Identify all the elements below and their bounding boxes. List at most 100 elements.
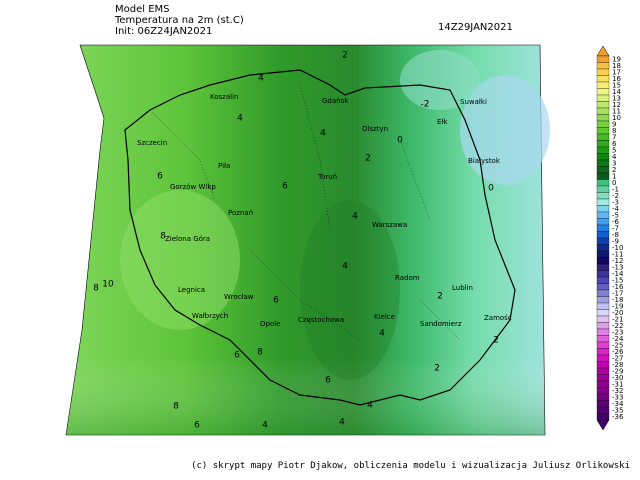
colorbar-swatch bbox=[596, 205, 610, 213]
contour-label: 2 bbox=[437, 292, 443, 302]
contour-label: 4 bbox=[262, 421, 268, 431]
colorbar-tick-label: -36 bbox=[612, 413, 624, 421]
colorbar-tick-label: -34 bbox=[612, 400, 624, 408]
colorbar-tick-label: -32 bbox=[612, 387, 623, 395]
colorbar-swatch bbox=[596, 413, 610, 421]
city-label: Wrocław bbox=[224, 293, 254, 301]
contour-label: 4 bbox=[320, 129, 326, 139]
colorbar-tick-label: 14 bbox=[612, 88, 621, 96]
colorbar-swatch bbox=[596, 55, 610, 63]
colorbar-tick-label: 10 bbox=[612, 114, 621, 122]
warm-area bbox=[120, 190, 240, 330]
colorbar-tick-label: 9 bbox=[612, 120, 616, 128]
dark-area bbox=[300, 200, 400, 380]
city-label: Częstochowa bbox=[298, 316, 344, 324]
map-shade bbox=[66, 45, 545, 435]
colorbar-tick-label: -29 bbox=[612, 367, 623, 375]
colorbar-tick-label: -4 bbox=[612, 205, 620, 213]
colorbar-swatch bbox=[596, 361, 610, 369]
colorbar-tick-label: -27 bbox=[612, 354, 623, 362]
colorbar-tick-label: 1 bbox=[612, 172, 616, 180]
cool-area bbox=[400, 50, 480, 110]
colorbar-tick-label: 3 bbox=[612, 159, 616, 167]
colorbar-swatch bbox=[596, 270, 610, 278]
colorbar-swatch bbox=[596, 224, 610, 232]
colorbar-swatch bbox=[596, 120, 610, 128]
contour-label: 6 bbox=[157, 172, 163, 182]
colorbar-tick-label: -1 bbox=[612, 185, 619, 193]
colorbar-tick-label: 5 bbox=[612, 146, 616, 154]
colorbar-swatch bbox=[596, 296, 610, 304]
city-label: Piła bbox=[218, 162, 230, 170]
colorbar-swatch bbox=[596, 367, 610, 375]
colorbar-tick-label: 4 bbox=[612, 153, 617, 161]
city-label: Wałbrzych bbox=[192, 312, 228, 320]
colorbar-tick-label: 0 bbox=[612, 179, 616, 187]
colorbar-swatch bbox=[596, 68, 610, 76]
colorbar-tick-label: -7 bbox=[612, 224, 619, 232]
colorbar-swatch bbox=[596, 257, 610, 265]
colorbar-swatch bbox=[596, 107, 610, 115]
city-label: Zamość bbox=[484, 314, 512, 322]
city-label: Olsztyn bbox=[362, 125, 388, 133]
colorbar-swatch bbox=[596, 400, 610, 408]
colorbar-swatch bbox=[596, 276, 610, 284]
colorbar-tick-label: -21 bbox=[612, 315, 623, 323]
colorbar-tick-label: -12 bbox=[612, 257, 623, 265]
contour-label: 8 bbox=[160, 232, 166, 242]
colorbar-swatch bbox=[596, 244, 610, 252]
colorbar-tick-label: -2 bbox=[612, 192, 619, 200]
colorbar-swatch bbox=[596, 192, 610, 200]
contour-label: 2 bbox=[365, 154, 371, 164]
contour-label: 6 bbox=[234, 351, 240, 361]
colorbar-tick-label: 16 bbox=[612, 75, 621, 83]
colorbar-swatch bbox=[596, 302, 610, 310]
colorbar-swatch bbox=[596, 283, 610, 291]
contour-label: 8 bbox=[173, 402, 179, 412]
colorbar-swatch bbox=[596, 153, 610, 161]
colorbar-swatch bbox=[596, 114, 610, 122]
contour-label: 2 bbox=[434, 364, 440, 374]
contour-label: 8 bbox=[257, 348, 263, 358]
contour-label: 6 bbox=[194, 421, 200, 431]
cold-area bbox=[460, 75, 550, 185]
colorbar-swatch bbox=[596, 335, 610, 343]
colorbar-tick-label: -17 bbox=[612, 289, 623, 297]
colorbar-swatch bbox=[596, 166, 610, 174]
colorbar-tick-label: -10 bbox=[612, 244, 623, 252]
colorbar-swatch bbox=[596, 380, 610, 388]
colorbar-tick-label: 19 bbox=[612, 55, 621, 63]
colorbar-swatch bbox=[596, 101, 610, 109]
colorbar-swatch bbox=[596, 393, 610, 401]
city-label: Sandomierz bbox=[420, 320, 462, 328]
colorbar-swatch bbox=[596, 75, 610, 83]
city-label: Opole bbox=[260, 320, 281, 328]
contour-label: 6 bbox=[273, 296, 279, 306]
colorbar-tick-label: -14 bbox=[612, 270, 624, 278]
colorbar-tick-label: 11 bbox=[612, 107, 621, 115]
colorbar-tick-label: 13 bbox=[612, 94, 621, 102]
colorbar-swatch bbox=[596, 354, 610, 362]
colorbar-tick-label: -23 bbox=[612, 328, 623, 336]
colorbar-swatch bbox=[596, 218, 610, 226]
colorbar-tick-label: -8 bbox=[612, 231, 619, 239]
valid-time: 14Z29JAN2021 bbox=[438, 22, 513, 33]
colorbar-tick-label: -6 bbox=[612, 218, 620, 226]
colorbar-tick-label: 7 bbox=[612, 133, 616, 141]
colorbar-tick-label: -28 bbox=[612, 361, 623, 369]
colorbar-bottom-arrow bbox=[596, 419, 610, 431]
city-label: Radom bbox=[395, 274, 420, 282]
colorbar-tick-label: -26 bbox=[612, 348, 624, 356]
colorbar-tick-label: -31 bbox=[612, 380, 623, 388]
city-label: Suwałki bbox=[460, 98, 487, 106]
field-name: Temperatura na 2m (st.C) bbox=[114, 15, 244, 26]
colorbar-swatch bbox=[596, 309, 610, 317]
colorbar-tick-label: -3 bbox=[612, 198, 619, 206]
colorbar-tick-label: -33 bbox=[612, 393, 623, 401]
colorbar-swatch bbox=[596, 179, 610, 187]
colorbar-tick-label: -30 bbox=[612, 374, 623, 382]
colorbar-swatch bbox=[596, 140, 610, 148]
colorbar-tick-label: 18 bbox=[612, 62, 621, 70]
colorbar-tick-label: -35 bbox=[612, 406, 623, 414]
colorbar-tick-label: -9 bbox=[612, 237, 619, 245]
